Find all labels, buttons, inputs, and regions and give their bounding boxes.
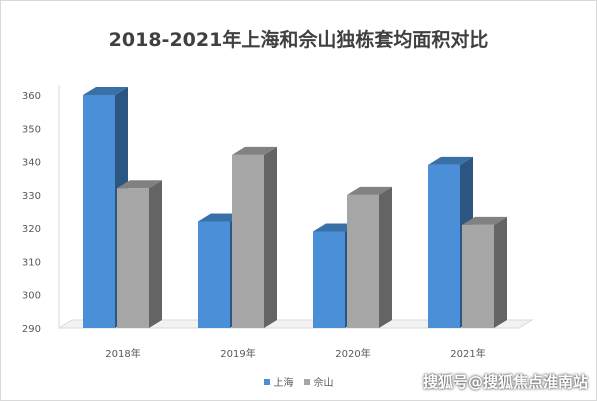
watermark: 搜狐号@搜狐焦点淮南站 — [422, 373, 588, 391]
y-tick-label: 290 — [22, 324, 41, 335]
y-tick-label: 350 — [22, 124, 41, 135]
x-tick-label: 2018年 — [105, 347, 140, 360]
legend-label: 佘山 — [313, 378, 334, 389]
bar-side — [264, 146, 277, 328]
y-tick-label: 340 — [22, 158, 41, 169]
bar-side — [379, 186, 392, 328]
x-tick-label: 2019年 — [220, 347, 255, 360]
bar-top — [428, 156, 473, 165]
x-tick-label: 2020年 — [335, 347, 370, 360]
legend-swatch — [263, 379, 270, 385]
bar-side — [494, 216, 507, 328]
bar-上海-2019年 — [198, 221, 230, 328]
bar-佘山-2019年 — [232, 154, 264, 328]
y-tick-label: 320 — [22, 224, 41, 235]
bar-佘山-2020年 — [347, 194, 379, 328]
bar-佘山-2018年 — [117, 188, 149, 328]
bar-top — [313, 223, 358, 232]
bar-佘山-2021年 — [462, 224, 494, 328]
bar-top — [462, 216, 507, 225]
y-tick-label: 310 — [22, 257, 41, 268]
legend-swatch — [303, 379, 310, 385]
chart-title: 2018-2021年上海和佘山独栋套均面积对比 — [108, 29, 489, 51]
bar-side — [149, 180, 162, 328]
bar-top — [198, 213, 243, 222]
bar-top — [347, 186, 392, 195]
bar-上海-2018年 — [83, 95, 115, 328]
y-tick-label: 330 — [22, 191, 41, 202]
x-tick-label: 2021年 — [450, 347, 485, 360]
legend: 上海 佘山 — [1, 374, 596, 389]
legend-item: 上海 — [263, 374, 294, 389]
bar-上海-2020年 — [313, 231, 345, 328]
bar-top — [232, 146, 277, 155]
y-tick-label: 300 — [22, 291, 41, 302]
y-tick-label: 360 — [22, 91, 41, 102]
legend-label: 上海 — [273, 378, 294, 389]
bar-上海-2021年 — [428, 164, 460, 328]
bar-top — [117, 180, 162, 189]
legend-item: 佘山 — [303, 374, 334, 389]
bar-top — [83, 87, 128, 95]
